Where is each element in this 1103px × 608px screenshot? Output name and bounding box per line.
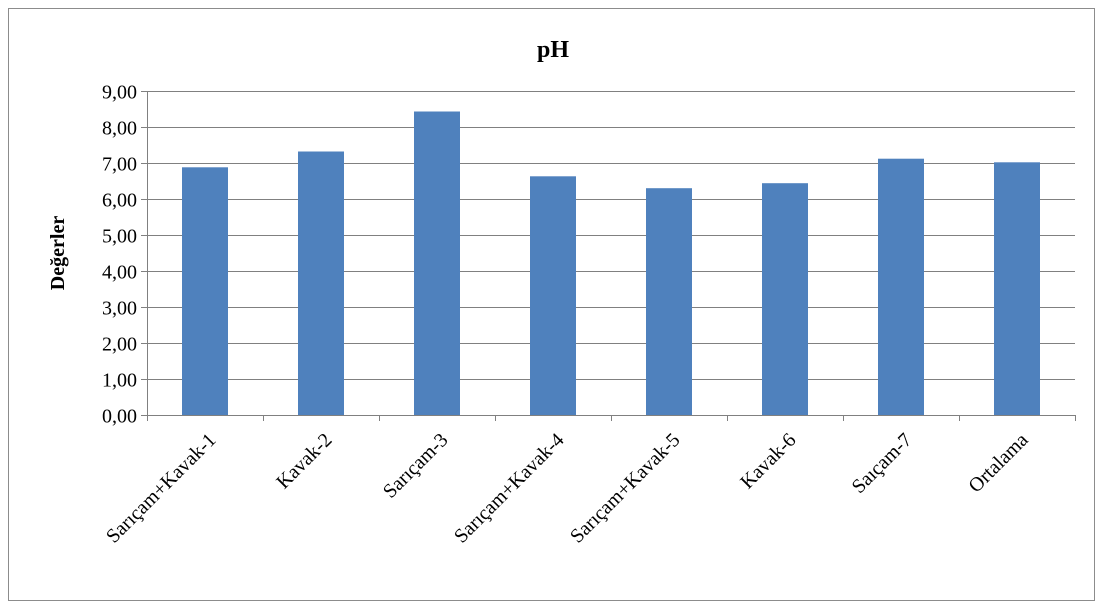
bar [530, 176, 576, 415]
bar-series [182, 111, 1040, 415]
y-tick-label: 8,00 [102, 118, 137, 140]
bar [182, 167, 228, 415]
bar [878, 158, 924, 415]
axes [147, 91, 1076, 421]
y-tick-label: 6,00 [102, 190, 137, 212]
bar [298, 151, 344, 415]
y-tick-label: 0,00 [102, 406, 137, 428]
y-tick-label: 7,00 [102, 154, 137, 176]
y-tick-label: 2,00 [102, 334, 137, 356]
bar [414, 111, 460, 415]
y-tick-label: 4,00 [102, 262, 137, 284]
y-tick-labels: 0,00 1,00 2,00 3,00 4,00 5,00 6,00 7,00 8,00 9,00 [102, 82, 137, 428]
y-tick-label: 5,00 [102, 226, 137, 248]
bar [994, 162, 1040, 415]
chart-title: pH [537, 37, 569, 63]
y-tick-label: 1,00 [102, 370, 137, 392]
y-tick-label: 9,00 [102, 82, 137, 104]
bar [646, 188, 692, 415]
y-tick-label: 3,00 [102, 298, 137, 320]
y-axis-label: Değerler [47, 216, 69, 291]
bar [762, 183, 808, 415]
